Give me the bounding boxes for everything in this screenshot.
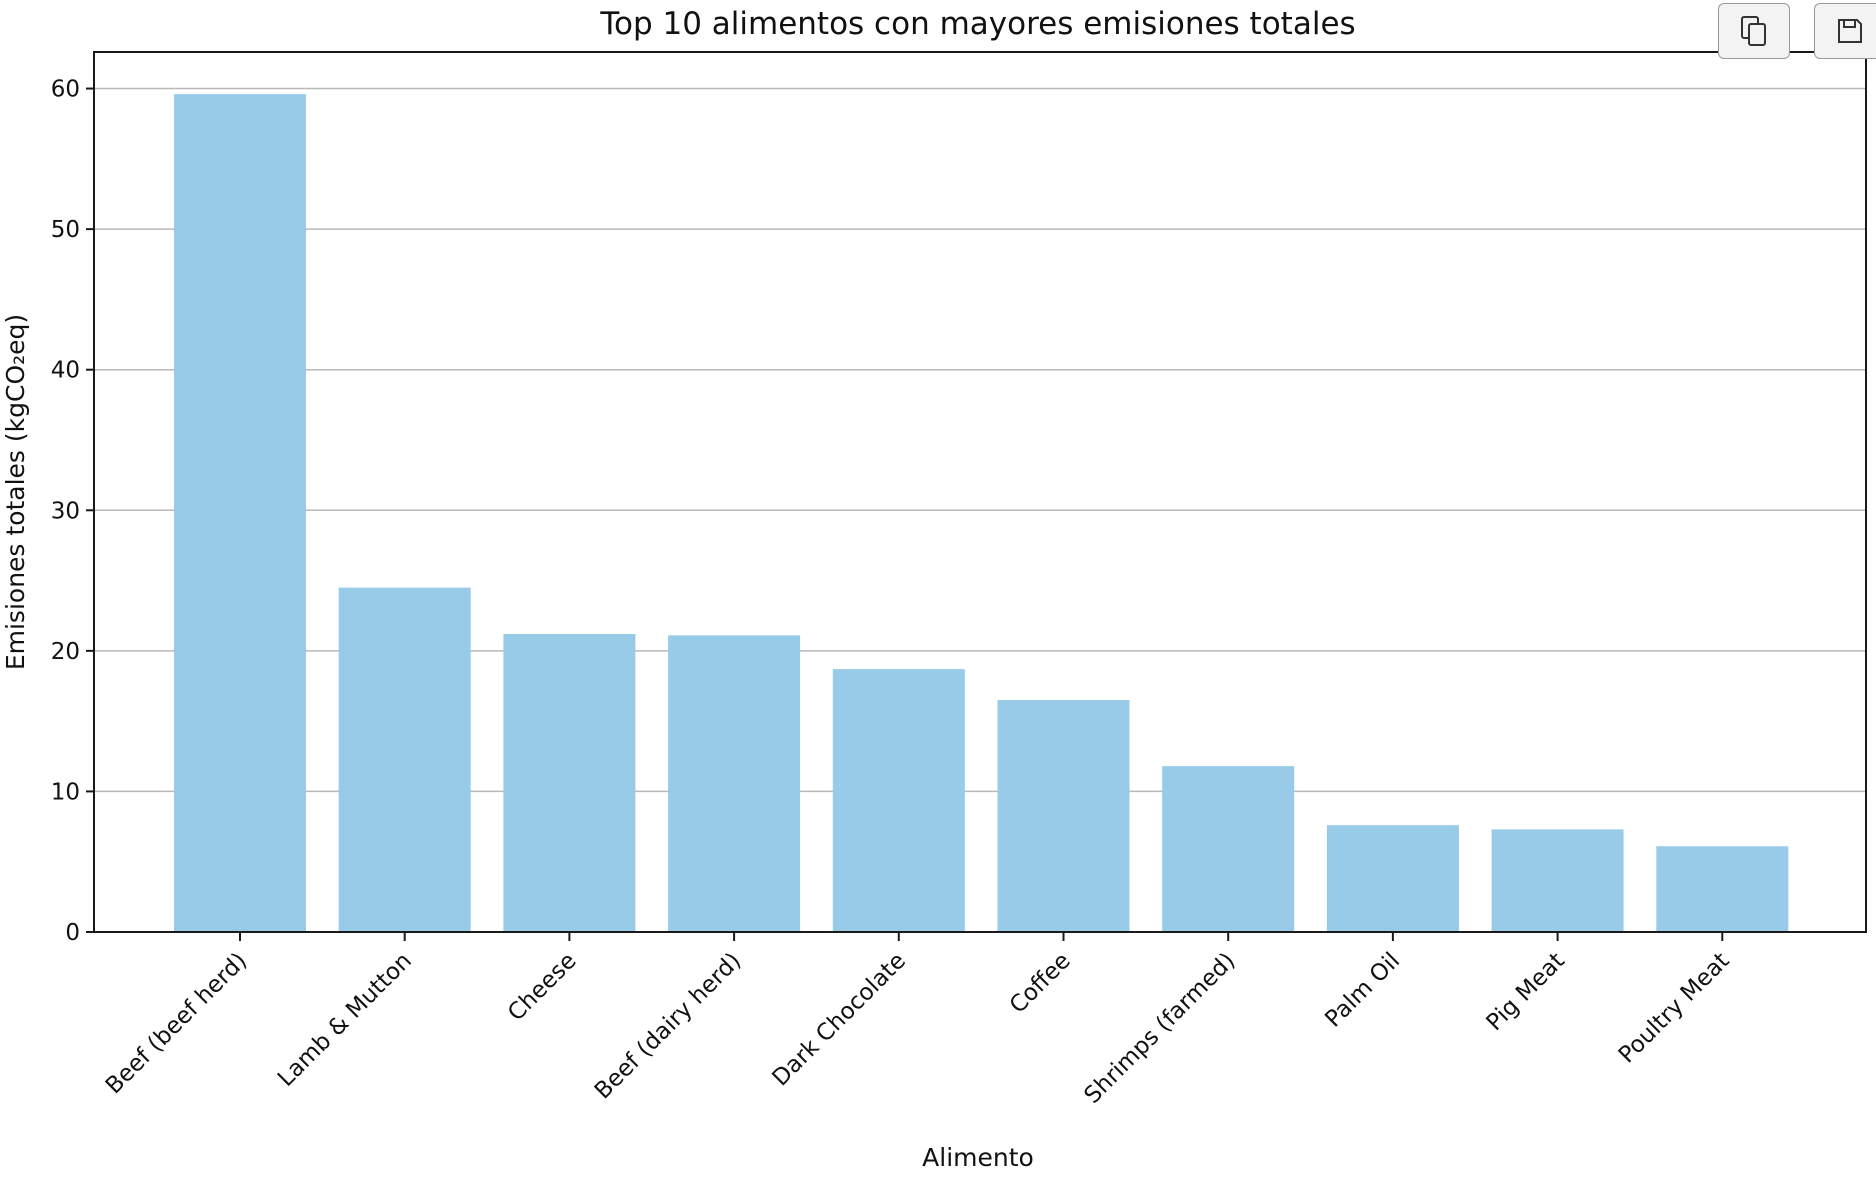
x-tick-label: Cheese <box>503 948 582 1027</box>
bars <box>174 94 1789 932</box>
bar <box>1326 825 1459 932</box>
y-tick-label: 20 <box>51 639 80 665</box>
bar <box>668 635 801 932</box>
y-tick-label: 0 <box>65 920 80 946</box>
x-tick-label: Coffee <box>1005 948 1076 1019</box>
x-axis-label: Alimento <box>922 1143 1034 1172</box>
x-tick-label: Palm Oil <box>1320 948 1405 1033</box>
save-button[interactable] <box>1814 3 1876 59</box>
x-tick-label: Shrimps (farmed) <box>1079 948 1240 1109</box>
y-axis-label: Emisiones totales (kgCO₂eq) <box>1 314 30 670</box>
y-tick-label: 50 <box>51 217 80 243</box>
y-tick-label: 40 <box>51 358 80 384</box>
floppy-disk-icon <box>1838 19 1862 43</box>
bar <box>174 94 306 932</box>
x-tick-label: Poultry Meat <box>1614 948 1735 1069</box>
x-tick-label: Lamb & Mutton <box>273 948 417 1092</box>
copy-icon <box>1741 16 1766 46</box>
bar <box>1491 829 1624 932</box>
y-tick-label: 10 <box>51 779 80 805</box>
x-tick-label: Pig Meat <box>1482 948 1570 1036</box>
x-axis: Beef (beef herd) Lamb & Mutton Cheese Beef … <box>101 932 1735 1109</box>
x-tick-label: Dark Chocolate <box>768 948 912 1092</box>
bar <box>503 633 636 932</box>
bar <box>338 587 471 932</box>
bar <box>832 669 965 932</box>
bar <box>1162 766 1295 932</box>
copy-button[interactable] <box>1718 3 1790 59</box>
x-tick-label: Beef (dairy herd) <box>590 948 746 1104</box>
x-tick-label: Beef (beef herd) <box>101 948 252 1099</box>
y-axis: 0 10 20 30 40 50 60 <box>51 77 94 946</box>
bar <box>1656 846 1789 932</box>
bar <box>997 700 1130 932</box>
plot-area-frame <box>93 51 1867 933</box>
y-tick-label: 60 <box>51 77 80 103</box>
y-tick-label: 30 <box>51 498 80 524</box>
chart-title: Top 10 alimentos con mayores emisiones t… <box>599 6 1355 42</box>
